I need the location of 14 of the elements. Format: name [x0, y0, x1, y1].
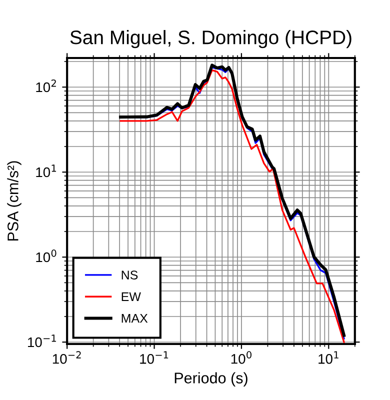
x-tick-label: 10$^{−1}$: [140, 351, 168, 364]
x-tick-label: 10$^{1}$: [318, 351, 338, 364]
y-tick-label: 10$^{1}$: [36, 164, 56, 178]
y-tick-label: 10$^{−1}$: [28, 334, 56, 348]
legend-label: MAX: [122, 314, 148, 323]
x-tick-label: 10$^{0}$: [231, 351, 252, 364]
legend-label: EW: [122, 292, 141, 302]
y-axis-title: PSA (cm/s²): [7, 161, 22, 240]
chart-title: San Miguel, S. Domingo (HCPD): [70, 30, 352, 48]
x-tick-label: 10$^{−2}$: [52, 351, 81, 364]
x-axis-title: Periodo (s): [174, 372, 248, 386]
legend-label: NS: [122, 270, 138, 280]
y-tick-label: 10$^{0}$: [36, 250, 56, 262]
y-tick-label: 10$^{2}$: [36, 80, 56, 92]
